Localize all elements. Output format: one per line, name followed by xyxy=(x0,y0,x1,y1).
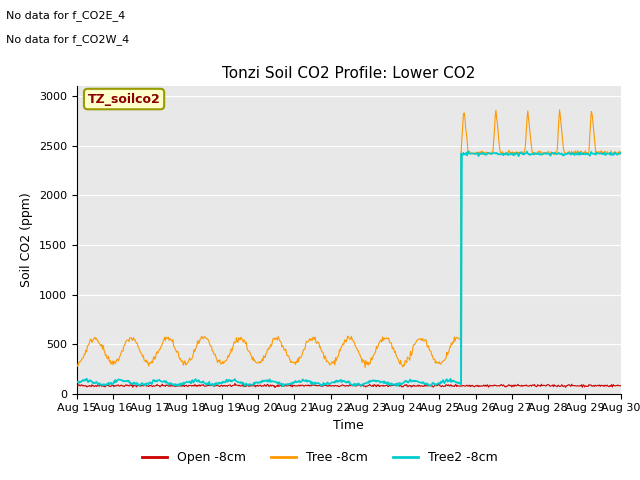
Text: No data for f_CO2W_4: No data for f_CO2W_4 xyxy=(6,34,130,45)
Title: Tonzi Soil CO2 Profile: Lower CO2: Tonzi Soil CO2 Profile: Lower CO2 xyxy=(222,66,476,81)
Text: TZ_soilco2: TZ_soilco2 xyxy=(88,93,161,106)
X-axis label: Time: Time xyxy=(333,419,364,432)
Text: No data for f_CO2E_4: No data for f_CO2E_4 xyxy=(6,10,125,21)
Legend: Open -8cm, Tree -8cm, Tree2 -8cm: Open -8cm, Tree -8cm, Tree2 -8cm xyxy=(137,446,503,469)
Y-axis label: Soil CO2 (ppm): Soil CO2 (ppm) xyxy=(20,192,33,288)
